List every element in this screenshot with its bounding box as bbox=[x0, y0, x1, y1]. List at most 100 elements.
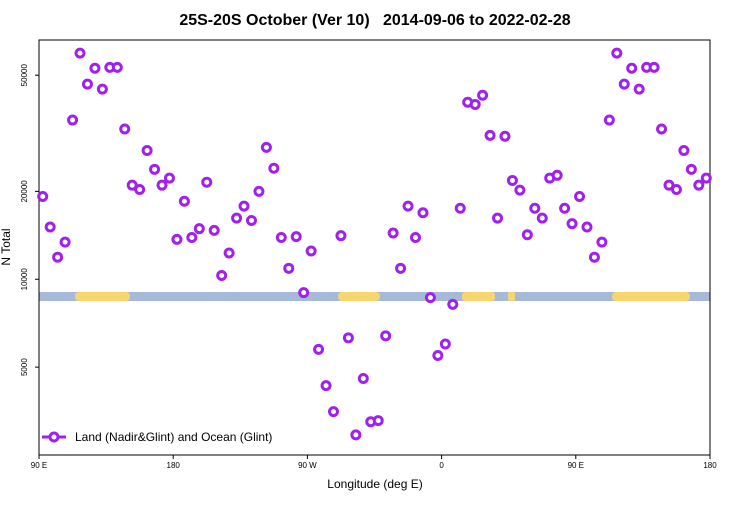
data-point bbox=[372, 415, 384, 427]
data-point bbox=[52, 251, 64, 263]
data-point bbox=[417, 207, 429, 219]
data-point bbox=[685, 163, 697, 175]
data-point bbox=[208, 224, 220, 236]
data-point bbox=[670, 183, 682, 195]
data-point bbox=[305, 245, 317, 257]
data-point bbox=[499, 130, 511, 142]
data-point bbox=[663, 179, 675, 191]
data-point bbox=[633, 83, 645, 95]
data-point bbox=[96, 83, 108, 95]
land-strip bbox=[462, 292, 495, 301]
data-point bbox=[320, 380, 332, 392]
data-point bbox=[648, 61, 660, 73]
data-point bbox=[335, 230, 347, 242]
data-point bbox=[626, 62, 638, 74]
y-tick-label: 20000 bbox=[20, 180, 29, 203]
data-point bbox=[700, 172, 712, 184]
land-strip bbox=[338, 292, 380, 301]
data-point bbox=[521, 229, 533, 241]
data-point bbox=[156, 179, 168, 191]
data-point bbox=[432, 350, 444, 362]
data-point bbox=[59, 236, 71, 248]
data-point bbox=[581, 221, 593, 233]
y-tick-label: 10000 bbox=[20, 268, 29, 291]
data-point bbox=[298, 287, 310, 299]
data-point bbox=[551, 169, 563, 181]
data-point bbox=[327, 406, 339, 418]
data-point bbox=[559, 202, 571, 214]
data-point bbox=[67, 114, 79, 126]
y-tick-label: 5000 bbox=[20, 358, 29, 376]
data-point bbox=[119, 123, 131, 135]
data-point bbox=[216, 269, 228, 281]
data-point bbox=[290, 231, 302, 243]
data-point bbox=[171, 233, 183, 245]
data-point bbox=[454, 202, 466, 214]
data-point bbox=[357, 373, 369, 385]
data-point bbox=[245, 214, 257, 226]
data-point bbox=[231, 212, 243, 224]
x-axis-label: Longitude (deg E) bbox=[327, 477, 422, 491]
x-tick-label: 90 W bbox=[298, 461, 317, 470]
data-point bbox=[678, 145, 690, 157]
data-point bbox=[275, 231, 287, 243]
y-axis-label: N Total bbox=[0, 228, 13, 265]
data-point bbox=[37, 191, 49, 203]
data-point bbox=[514, 184, 526, 196]
data-point bbox=[492, 212, 504, 224]
data-point bbox=[536, 212, 548, 224]
data-point bbox=[395, 262, 407, 274]
chart-title: 25S-20S October (Ver 10) 2014-09-06 to 2… bbox=[179, 12, 570, 29]
data-point bbox=[380, 330, 392, 342]
data-point bbox=[201, 176, 213, 188]
data-point bbox=[484, 129, 496, 141]
data-point bbox=[126, 179, 138, 191]
data-point bbox=[387, 227, 399, 239]
x-tick-label: 180 bbox=[167, 461, 181, 470]
data-point bbox=[260, 141, 272, 153]
data-point bbox=[134, 183, 146, 195]
data-point bbox=[313, 343, 325, 355]
data-point bbox=[402, 200, 414, 212]
data-point bbox=[253, 185, 265, 197]
data-point bbox=[149, 163, 161, 175]
data-point bbox=[603, 114, 615, 126]
legend: Land (Nadir&Glint) and Ocean (Glint) bbox=[42, 430, 272, 444]
land-strip bbox=[75, 292, 130, 301]
plot-frame bbox=[38, 39, 711, 456]
x-tick-label: 90 E bbox=[31, 461, 47, 470]
data-point bbox=[566, 218, 578, 230]
data-point bbox=[506, 174, 518, 186]
data-point bbox=[342, 332, 354, 344]
data-point bbox=[529, 202, 541, 214]
x-tick-label: 0 bbox=[439, 461, 444, 470]
y-tick-label: 50000 bbox=[20, 64, 29, 87]
data-point bbox=[223, 247, 235, 259]
data-point bbox=[186, 231, 198, 243]
data-point bbox=[693, 179, 705, 191]
data-point bbox=[141, 145, 153, 157]
map-strip bbox=[39, 292, 710, 301]
data-point bbox=[238, 200, 250, 212]
data-point bbox=[163, 172, 175, 184]
data-point bbox=[574, 191, 586, 203]
land-strip bbox=[612, 292, 690, 301]
land-strip bbox=[508, 292, 515, 301]
data-point bbox=[588, 251, 600, 263]
data-point bbox=[111, 61, 123, 73]
data-point bbox=[44, 221, 56, 233]
x-tick-label: 180 bbox=[703, 461, 717, 470]
data-point bbox=[618, 78, 630, 90]
data-point bbox=[611, 47, 623, 59]
data-point bbox=[350, 429, 362, 441]
legend-marker bbox=[48, 431, 60, 443]
data-point bbox=[193, 223, 205, 235]
data-point bbox=[424, 292, 436, 304]
data-point bbox=[469, 98, 481, 110]
data-point bbox=[447, 298, 459, 310]
data-point bbox=[178, 195, 190, 207]
data-point bbox=[268, 162, 280, 174]
data-point bbox=[283, 262, 295, 274]
data-point bbox=[477, 89, 489, 101]
